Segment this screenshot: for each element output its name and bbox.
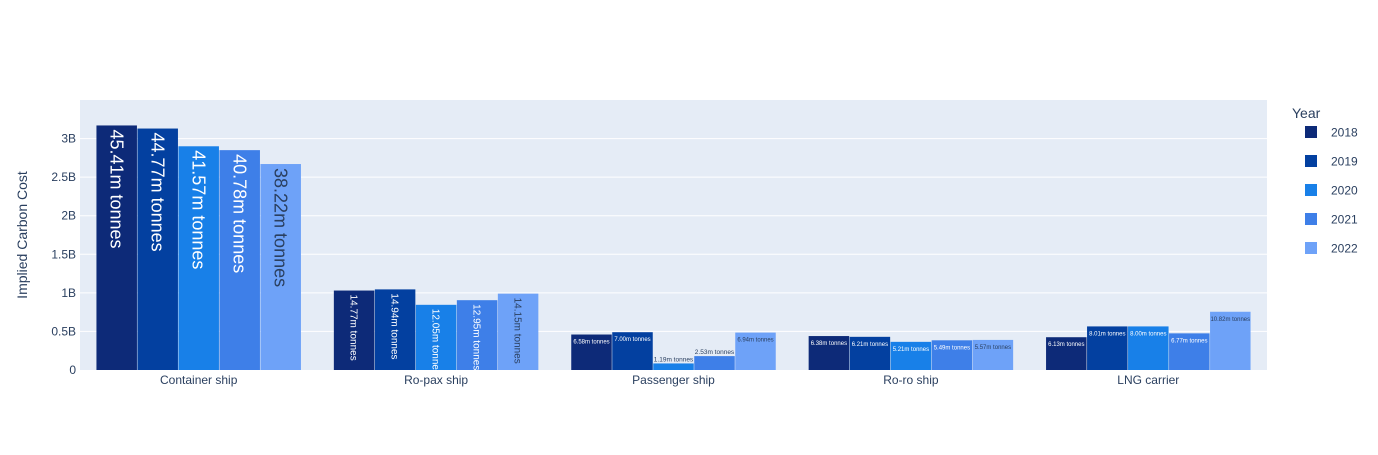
bar-2021-container-ship[interactable] [219,150,260,370]
y-tick-label: 1.5B [51,247,76,261]
legend: Year 2018 2019 2020 2021 2022 [1292,105,1358,256]
bar-2021-ro-pax-ship[interactable] [456,300,498,370]
bar-2018-passenger-ship[interactable] [571,334,612,370]
bar-2022-lng-carrier[interactable] [1210,311,1251,370]
data-label: 14.15m tonnes [512,298,523,364]
data-label: 2.53m tonnes [695,349,735,356]
bar-2022-container-ship[interactable] [260,164,301,370]
data-label: 6.38m tonnes [811,341,847,347]
data-label: 14.94m tonnes [389,293,400,359]
bar-2020-lng-carrier[interactable] [1128,326,1169,370]
bar-2018-lng-carrier[interactable] [1046,337,1087,370]
data-label: 41.57m tonnes [188,150,208,269]
y-axis-ticks: 0 0.5B 1B 1.5B 2B 2.5B 3B [51,132,76,377]
y-tick-label: 2B [61,209,76,223]
legend-swatch-2021[interactable] [1305,213,1317,225]
data-label: 12.05m tonnes [430,309,441,375]
data-label: 45.41m tonnes [106,129,126,248]
x-tick-label: Passenger ship [632,373,715,387]
data-label: 6.94m tonnes [737,338,773,344]
bar-2019-ro-pax-ship[interactable] [374,289,416,370]
data-label: 5.49m tonnes [934,345,970,351]
x-axis-ticks: Container ship Ro-pax ship Passenger ship R… [160,373,1179,387]
y-tick-label: 3B [61,132,76,146]
bars [96,125,1251,370]
data-label: 12.95m tonnes [471,304,482,370]
legend-label-2022[interactable]: 2022 [1331,242,1358,256]
legend-label-2020[interactable]: 2020 [1331,184,1358,198]
bar-2020-container-ship[interactable] [178,146,219,370]
bar-2022-ro-ro-ship[interactable] [972,339,1014,370]
bar-2022-passenger-ship[interactable] [735,332,776,370]
legend-swatch-2018[interactable] [1305,126,1317,138]
data-label: 40.78m tonnes [229,154,249,273]
data-label: 1.19m tonnes [654,356,694,363]
data-label: 5.21m tonnes [893,347,929,353]
data-label: 44.77m tonnes [147,133,167,252]
bar-2020-ro-ro-ship[interactable] [890,341,932,370]
data-label: 38.22m tonnes [270,168,290,287]
legend-label-2019[interactable]: 2019 [1331,155,1358,169]
bar-2021-lng-carrier[interactable] [1169,333,1210,370]
bar-2019-lng-carrier[interactable] [1087,326,1128,370]
y-tick-label: 0.5B [51,324,76,338]
bar-2018-ro-ro-ship[interactable] [808,336,850,370]
y-tick-label: 2.5B [51,170,76,184]
bar-2018-ro-pax-ship[interactable] [333,290,375,370]
bar-2022-ro-pax-ship[interactable] [497,293,539,370]
x-tick-label: Ro-ro ship [883,373,939,387]
legend-title: Year [1292,105,1321,121]
data-label: 6.77m tonnes [1171,338,1207,344]
legend-label-2018[interactable]: 2018 [1331,126,1358,140]
data-label: 8.01m tonnes [1089,331,1125,337]
x-tick-label: Container ship [160,373,238,387]
data-labels: 45.41m tonnes 44.77m tonnes 41.57m tonnes 4… [106,129,1250,375]
legend-swatch-2019[interactable] [1305,155,1317,167]
legend-swatch-2022[interactable] [1305,242,1317,254]
data-label: 6.58m tonnes [573,340,609,346]
bar-2019-ro-ro-ship[interactable] [849,336,891,370]
data-label: 7.00m tonnes [614,337,650,343]
y-tick-label: 0 [69,363,76,377]
bar-2020-ro-pax-ship[interactable] [415,304,457,370]
data-label: 5.57m tonnes [975,345,1011,351]
legend-label-2021[interactable]: 2021 [1331,213,1358,227]
bar-2019-passenger-ship[interactable] [612,332,653,370]
bar-2021-passenger-ship[interactable] [694,356,735,370]
data-label: 8.00m tonnes [1130,331,1166,337]
data-label: 6.21m tonnes [852,342,888,348]
bar-2018-container-ship[interactable] [96,125,137,370]
legend-swatch-2020[interactable] [1305,184,1317,196]
bar-2021-ro-ro-ship[interactable] [931,340,973,370]
data-label: 14.77m tonnes [348,295,359,361]
y-tick-label: 1B [61,286,76,300]
x-tick-label: LNG carrier [1117,373,1179,387]
data-label: 6.13m tonnes [1048,342,1084,348]
data-label: 10.82m tonnes [1210,317,1250,323]
bar-2020-passenger-ship[interactable] [653,363,694,370]
x-tick-label: Ro-pax ship [404,373,468,387]
bar-2019-container-ship[interactable] [137,128,178,370]
y-axis-title: Implied Carbon Cost [14,171,30,299]
